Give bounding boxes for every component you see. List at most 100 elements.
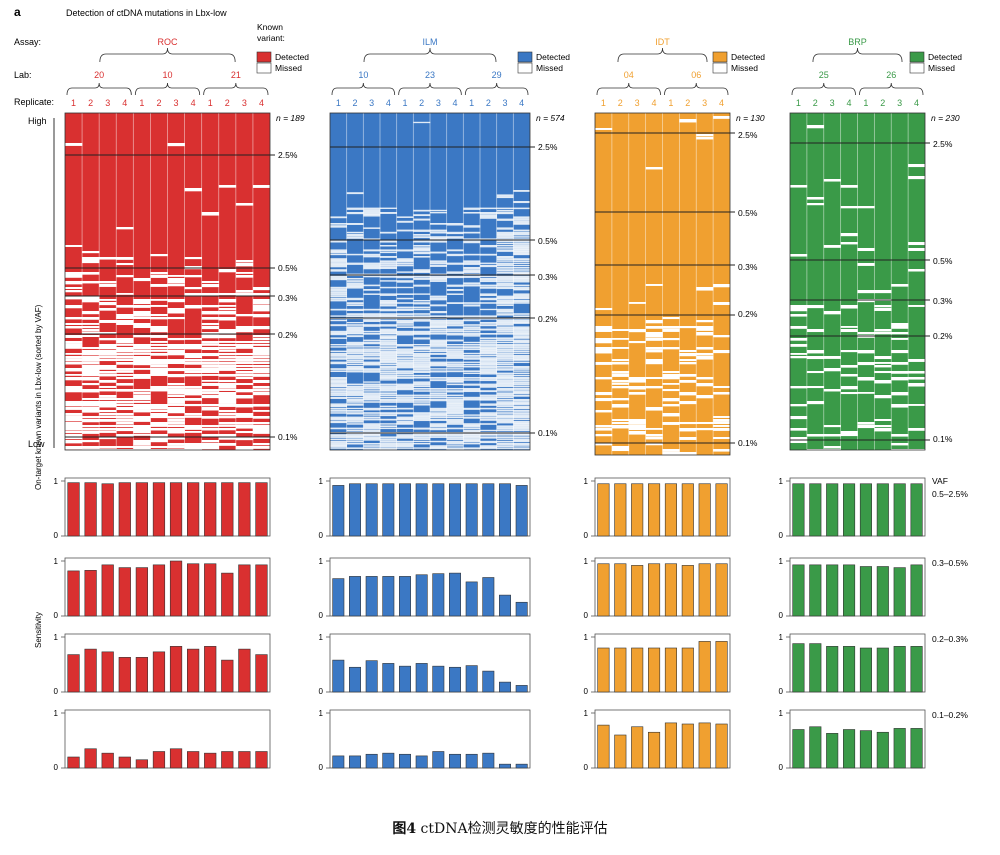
missed-cell — [363, 443, 381, 445]
missed-cell — [513, 253, 531, 256]
missed-cell — [330, 407, 347, 410]
missed-cell — [611, 398, 630, 401]
missed-cell — [99, 257, 117, 260]
missed-cell — [480, 238, 497, 240]
replicate-label: 1 — [668, 98, 673, 108]
missed-cell — [480, 348, 497, 351]
y-tick-label: 1 — [54, 477, 59, 486]
missed-cell — [595, 425, 613, 428]
sensitivity-frame — [329, 633, 531, 693]
missed-cell — [430, 326, 447, 329]
missed-cell — [430, 388, 447, 390]
replicate-label: 2 — [156, 98, 161, 108]
missed-cell — [430, 324, 447, 327]
missed-cell — [874, 332, 892, 335]
missed-cell — [150, 425, 168, 427]
assay-brace — [812, 47, 903, 63]
missed-cell — [840, 326, 858, 328]
missed-cell — [346, 326, 364, 329]
missed-cell — [201, 416, 220, 419]
missed-cell — [82, 332, 100, 335]
missed-cell — [446, 434, 464, 437]
missed-cell — [218, 359, 237, 362]
missed-cell — [184, 443, 202, 447]
missed-cell — [446, 262, 464, 265]
missed-cell — [380, 293, 397, 296]
missed-cell — [513, 289, 531, 291]
missed-cell — [446, 236, 464, 239]
missed-cell — [446, 405, 464, 409]
sensitivity-bar — [169, 482, 183, 537]
replicate-label: 2 — [618, 98, 623, 108]
missed-cell — [346, 333, 364, 335]
missed-cell — [167, 347, 185, 350]
missed-cell — [463, 335, 481, 337]
missed-cell — [330, 225, 347, 228]
missed-cell — [463, 440, 481, 443]
missed-cell — [116, 356, 134, 359]
missed-cell — [696, 326, 714, 330]
sensitivity-bar — [135, 567, 148, 617]
missed-cell — [133, 299, 151, 303]
sensitivity-bar — [238, 564, 251, 617]
missed-cell — [513, 284, 531, 287]
missed-cell — [363, 412, 381, 414]
missed-cell — [116, 320, 134, 324]
missed-cell — [252, 410, 271, 412]
missed-cell — [430, 425, 447, 428]
sensitivity-chart-2: 10 — [319, 557, 531, 620]
missed-cell — [99, 338, 117, 341]
missed-cell — [167, 383, 185, 386]
missed-cell — [628, 425, 646, 429]
missed-cell — [380, 207, 397, 209]
missed-cell — [413, 434, 431, 437]
missed-cell — [380, 335, 397, 338]
missed-cell — [116, 314, 134, 318]
missed-cell — [396, 355, 414, 357]
missed-cell — [463, 447, 481, 450]
missed-cell — [330, 319, 347, 322]
sensitivity-chart-2: 10 — [54, 557, 271, 620]
missed-cell — [496, 429, 514, 432]
missed-cell — [201, 335, 220, 339]
missed-cell — [346, 348, 364, 351]
missed-cell — [396, 260, 414, 263]
missed-cell — [82, 371, 100, 375]
missed-cell — [463, 262, 481, 265]
missed-cell — [218, 389, 237, 391]
missed-cell — [218, 374, 237, 377]
missed-cell — [857, 248, 875, 252]
missed-cell — [380, 443, 397, 446]
missed-cell — [513, 322, 531, 324]
missed-cell — [133, 314, 151, 317]
missed-cell — [480, 423, 497, 425]
sensitivity-bar — [432, 483, 445, 537]
missed-cell — [380, 339, 397, 342]
missed-cell — [413, 414, 431, 417]
missed-cell — [480, 286, 497, 289]
missed-cell — [201, 281, 220, 284]
missed-cell — [413, 326, 431, 329]
missed-cell — [496, 322, 514, 325]
missed-cell — [380, 333, 397, 335]
sensitivity-bar — [826, 646, 839, 693]
y-tick-label: 0 — [319, 763, 324, 772]
sensitivity-bar — [465, 753, 478, 769]
sensitivity-bar — [84, 482, 97, 537]
missed-cell — [446, 401, 464, 404]
missed-cell — [496, 302, 514, 305]
missed-cell — [413, 355, 431, 358]
missed-cell — [330, 315, 347, 317]
missed-cell — [330, 289, 347, 292]
missed-cell — [330, 253, 347, 256]
missed-cell — [430, 275, 447, 279]
missed-cell — [346, 363, 364, 366]
missed-cell — [65, 401, 83, 405]
missed-cell — [346, 447, 364, 449]
missed-cell — [330, 240, 347, 243]
missed-cell — [167, 398, 185, 402]
missed-cell — [662, 413, 680, 417]
missed-cell — [595, 308, 613, 311]
missed-cell — [65, 356, 83, 359]
missed-cell — [82, 410, 100, 413]
